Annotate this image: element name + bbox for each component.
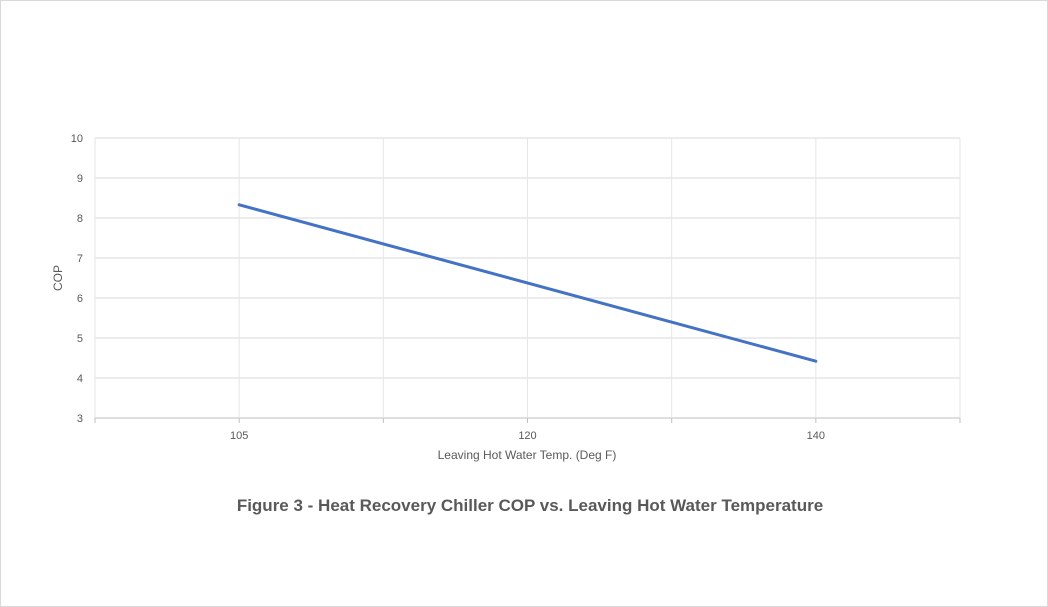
- y-tick-label: 7: [77, 253, 83, 265]
- x-axis-title: Leaving Hot Water Temp. (Deg F): [438, 448, 617, 462]
- grid-layer: [94, 137, 961, 419]
- figure-caption: Figure 3 - Heat Recovery Chiller COP vs.…: [236, 496, 824, 515]
- series-line: [237, 203, 818, 363]
- y-tick-label: 9: [77, 173, 83, 185]
- y-tick-label: 3: [77, 413, 83, 425]
- y-tick-label: 4: [77, 373, 83, 385]
- y-tick-label: 10: [71, 133, 83, 145]
- y-axis-title: COP: [51, 265, 65, 291]
- y-tick-label: 8: [77, 213, 83, 225]
- series-layer: [237, 203, 818, 363]
- axis-layer: [94, 418, 961, 423]
- x-tick-label: 140: [807, 430, 825, 442]
- y-tick-label: 6: [77, 293, 83, 305]
- y-tick-label: 5: [77, 333, 83, 345]
- x-tick-label: 120: [518, 430, 536, 442]
- x-tick-label: 105: [230, 430, 248, 442]
- label-layer: 3 4 5 6 7 8 9 10 105 120 140: [71, 133, 825, 442]
